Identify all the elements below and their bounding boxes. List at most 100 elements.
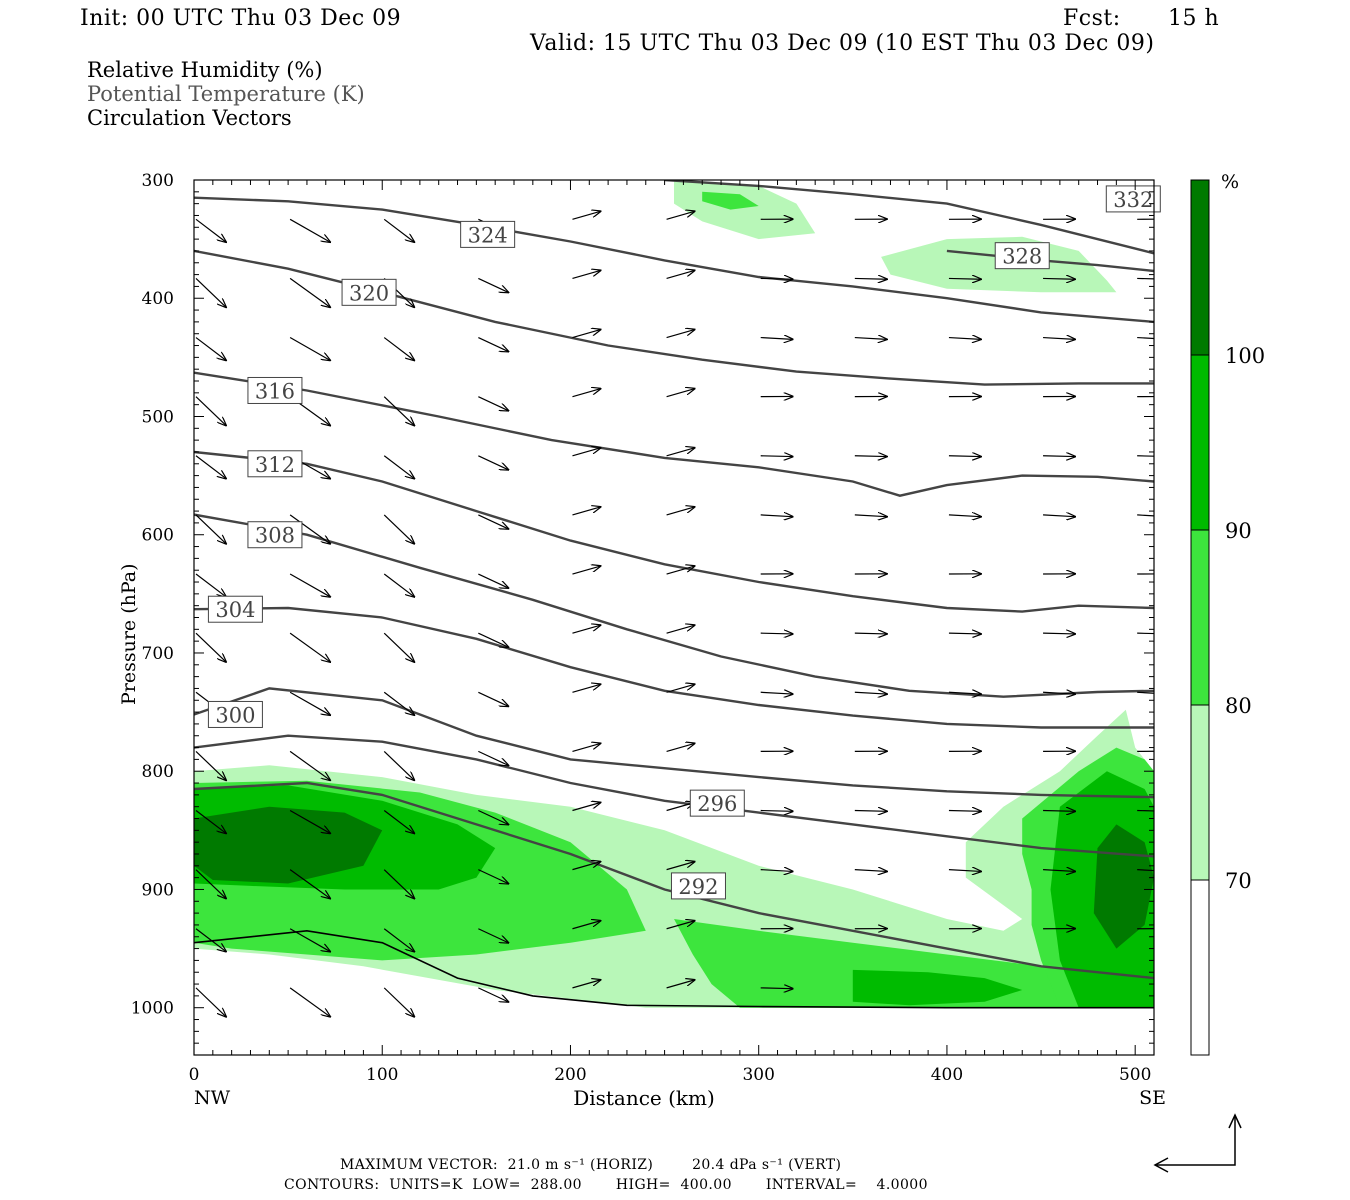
y-tick-label: 700 xyxy=(142,644,174,664)
circulation-vector xyxy=(195,455,226,479)
circulation-vector xyxy=(478,455,508,470)
circulation-vector xyxy=(760,811,793,812)
circulation-vector xyxy=(478,277,508,292)
theta-contour-316 xyxy=(194,371,1154,497)
circulation-vector xyxy=(1043,870,1075,872)
circulation-vector xyxy=(854,338,887,340)
x-tick-label: 100 xyxy=(366,1065,398,1085)
circulation-vector xyxy=(195,928,226,952)
forecast-hours: 15 h xyxy=(1168,6,1220,31)
circulation-vector xyxy=(289,750,330,780)
colorbar-segment xyxy=(1190,529,1210,706)
theta-contour-label: 308 xyxy=(255,524,295,548)
rh100-region-low xyxy=(194,806,383,884)
circulation-vector xyxy=(666,921,695,930)
footer-max-vector: MAXIMUM VECTOR: 21.0 m s⁻¹ (HORIZ) 20.4 … xyxy=(340,1157,842,1173)
x-tick-label: 0 xyxy=(189,1065,200,1085)
x-tick-label: 300 xyxy=(742,1065,774,1085)
circulation-vector xyxy=(572,448,600,457)
theta-contour-label: 300 xyxy=(215,703,255,727)
circulation-vector xyxy=(666,507,695,516)
circulation-vector xyxy=(478,987,508,1002)
circulation-vector xyxy=(195,218,226,242)
circulation-vector xyxy=(666,211,695,220)
theta-contour-312 xyxy=(194,450,1154,613)
circulation-vector xyxy=(383,396,414,426)
circulation-vector xyxy=(195,750,226,780)
theta-label-box xyxy=(1105,185,1161,213)
circulation-vector xyxy=(948,811,981,812)
circulation-vector xyxy=(948,692,981,694)
circulation-vector xyxy=(289,514,330,544)
circulation-vector xyxy=(572,566,600,575)
valid-time: Valid: 15 UTC Thu 03 Dec 09 (10 EST Thu … xyxy=(530,31,1155,56)
circulation-vector xyxy=(383,514,414,544)
circulation-vector xyxy=(572,862,600,871)
colorbar-segment xyxy=(1190,704,1210,881)
circulation-vector xyxy=(1137,809,1154,812)
circulation-vector xyxy=(854,692,887,694)
circulation-vector xyxy=(1137,455,1154,457)
circulation-vector xyxy=(1137,277,1154,280)
forecast-label: Fcst: xyxy=(1063,6,1121,31)
circulation-vector xyxy=(666,566,695,575)
circulation-vector xyxy=(478,336,508,352)
footer-contours: CONTOURS: UNITS=K LOW= 288.00 HIGH= 400.… xyxy=(284,1177,928,1193)
circulation-vector xyxy=(289,869,330,899)
circulation-vector xyxy=(289,277,330,307)
x-axis-label: Distance (km) xyxy=(573,1086,715,1110)
theta-contour-296 xyxy=(194,734,1154,858)
theta-contour-332 xyxy=(664,180,1154,255)
circulation-vector xyxy=(289,691,330,715)
circulation-vector xyxy=(572,803,600,812)
circulation-vector xyxy=(383,337,414,361)
reference-arrowhead-up xyxy=(1228,1113,1242,1129)
circulation-vector xyxy=(666,448,695,457)
circulation-vector xyxy=(948,870,981,872)
theta-label-box xyxy=(247,521,303,549)
circulation-vector xyxy=(1043,456,1075,457)
circulation-vector xyxy=(195,987,226,1017)
theta-label-box xyxy=(247,450,303,478)
legend-rh: Relative Humidity (%) xyxy=(87,58,323,82)
plot-area xyxy=(194,180,1154,1017)
y-tick-label: 800 xyxy=(142,762,174,782)
circulation-vector xyxy=(1043,278,1075,279)
circulation-vector xyxy=(383,632,414,662)
theta-label-box xyxy=(994,242,1050,270)
theta-contour-label: 332 xyxy=(1113,188,1153,212)
circulation-vector xyxy=(948,456,981,457)
y-tick-label: 400 xyxy=(142,289,174,309)
circulation-vector xyxy=(760,456,793,457)
circulation-vector xyxy=(948,633,981,634)
rh90-region-mid xyxy=(852,969,1023,1006)
circulation-vector xyxy=(854,515,887,517)
circulation-vector xyxy=(760,338,793,340)
circulation-vector xyxy=(572,684,600,693)
theta-label-box xyxy=(689,789,745,817)
circulation-vector xyxy=(383,691,414,715)
circulation-vector xyxy=(666,625,695,634)
y-tick-label: 300 xyxy=(142,171,174,191)
theta-contour-label: 312 xyxy=(255,453,295,477)
circulation-vector xyxy=(195,810,226,834)
colorbar-tick-label: 100 xyxy=(1225,344,1265,368)
theta-label-box xyxy=(341,278,397,306)
circulation-vector xyxy=(478,691,508,706)
circulation-vector xyxy=(1137,869,1154,872)
circulation-vector xyxy=(289,809,330,834)
circulation-vector xyxy=(572,743,600,752)
circulation-vector xyxy=(1137,336,1154,340)
theta-contour-308 xyxy=(194,513,1154,698)
circulation-vector xyxy=(478,809,508,825)
circulation-vector xyxy=(666,684,695,693)
circulation-vector xyxy=(572,270,600,279)
theta-contour-label: 324 xyxy=(468,223,508,247)
theta-contour-label: 328 xyxy=(1002,245,1042,269)
circulation-vector xyxy=(1137,632,1154,635)
rh80-region-mid xyxy=(674,919,1154,1008)
circulation-vector xyxy=(195,869,226,899)
circulation-vector xyxy=(289,632,330,662)
colorbar-tick-label: 90 xyxy=(1225,519,1252,543)
